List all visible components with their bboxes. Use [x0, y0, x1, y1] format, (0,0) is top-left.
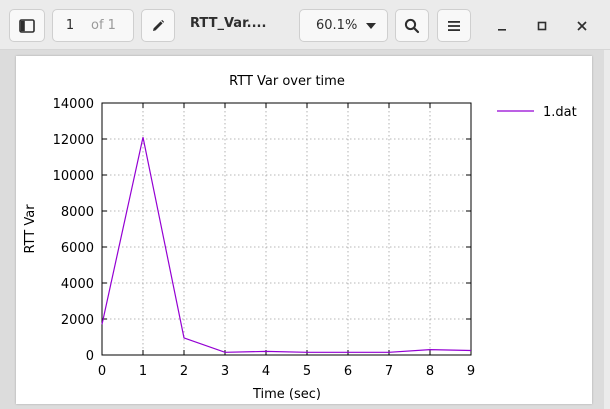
y-tick-label: 10000 — [53, 169, 94, 184]
main-menu-button[interactable] — [437, 9, 471, 42]
page-current-input[interactable]: 1 — [65, 18, 75, 33]
x-tick-label: 1 — [139, 364, 147, 379]
minimize-button[interactable] — [490, 14, 514, 38]
viewer-scroll-edge — [604, 50, 610, 409]
header-bar: 1 of 1 RTT_Var.... 60.1% — [0, 0, 610, 50]
rtt-var-chart: RTT Var over time 0 1 2 3 4 5 6 7 8 9 0 2000 4000 600… — [23, 74, 577, 402]
y-tick-label: 8000 — [61, 205, 94, 220]
maximize-icon — [537, 21, 547, 31]
close-button[interactable] — [570, 14, 594, 38]
page-number-field[interactable]: 1 of 1 — [52, 9, 134, 42]
search-button[interactable] — [395, 9, 429, 42]
zoom-dropdown[interactable]: 60.1% — [299, 9, 388, 42]
close-icon — [577, 21, 587, 31]
chart-title: RTT Var over time — [229, 74, 345, 89]
minimize-icon — [498, 29, 506, 31]
pencil-icon — [153, 19, 165, 31]
x-tick-label: 6 — [344, 364, 352, 379]
x-tick-label: 3 — [221, 364, 229, 379]
chart-series — [101, 137, 472, 353]
y-tick-label: 14000 — [53, 97, 94, 112]
y-tick-label: 0 — [86, 349, 94, 364]
x-tick-label: 7 — [385, 364, 393, 379]
y-axis-label: RTT Var — [23, 204, 38, 254]
sidebar-toggle-button[interactable] — [9, 9, 45, 42]
y-tick-label: 12000 — [53, 133, 94, 148]
x-tick-label: 8 — [426, 364, 434, 379]
plot-frame — [101, 102, 472, 356]
chevron-down-icon — [366, 23, 376, 29]
x-tick-label: 0 — [98, 364, 106, 379]
series-line-1dat — [101, 137, 472, 353]
maximize-button[interactable] — [530, 14, 554, 38]
y-tick-label: 2000 — [61, 313, 94, 328]
chart-ticks: 0 1 2 3 4 5 6 7 8 9 0 2000 4000 6000 8000 10000 12000 140… — [53, 97, 476, 379]
chart-legend: 1.dat — [497, 105, 577, 120]
x-tick-label: 4 — [262, 364, 270, 379]
document-title: RTT_Var.... — [190, 16, 267, 31]
hamburger-menu-icon — [448, 20, 460, 31]
search-icon — [404, 18, 420, 33]
legend-label: 1.dat — [543, 105, 577, 120]
sidebar-toggle-icon — [19, 18, 35, 33]
x-tick-label: 2 — [180, 364, 188, 379]
y-tick-label: 6000 — [61, 241, 94, 256]
y-tick-label: 4000 — [61, 277, 94, 292]
page-total-label: of 1 — [91, 18, 116, 33]
zoom-level: 60.1% — [316, 18, 358, 33]
x-tick-label: 5 — [303, 364, 311, 379]
chart-gridlines — [102, 103, 471, 355]
x-axis-label: Time (sec) — [252, 387, 321, 402]
annotate-button[interactable] — [141, 9, 175, 42]
pdf-page: RTT Var over time 0 1 2 3 4 5 6 7 8 9 0 2000 4000 600… — [16, 56, 592, 404]
x-tick-label: 9 — [467, 364, 475, 379]
